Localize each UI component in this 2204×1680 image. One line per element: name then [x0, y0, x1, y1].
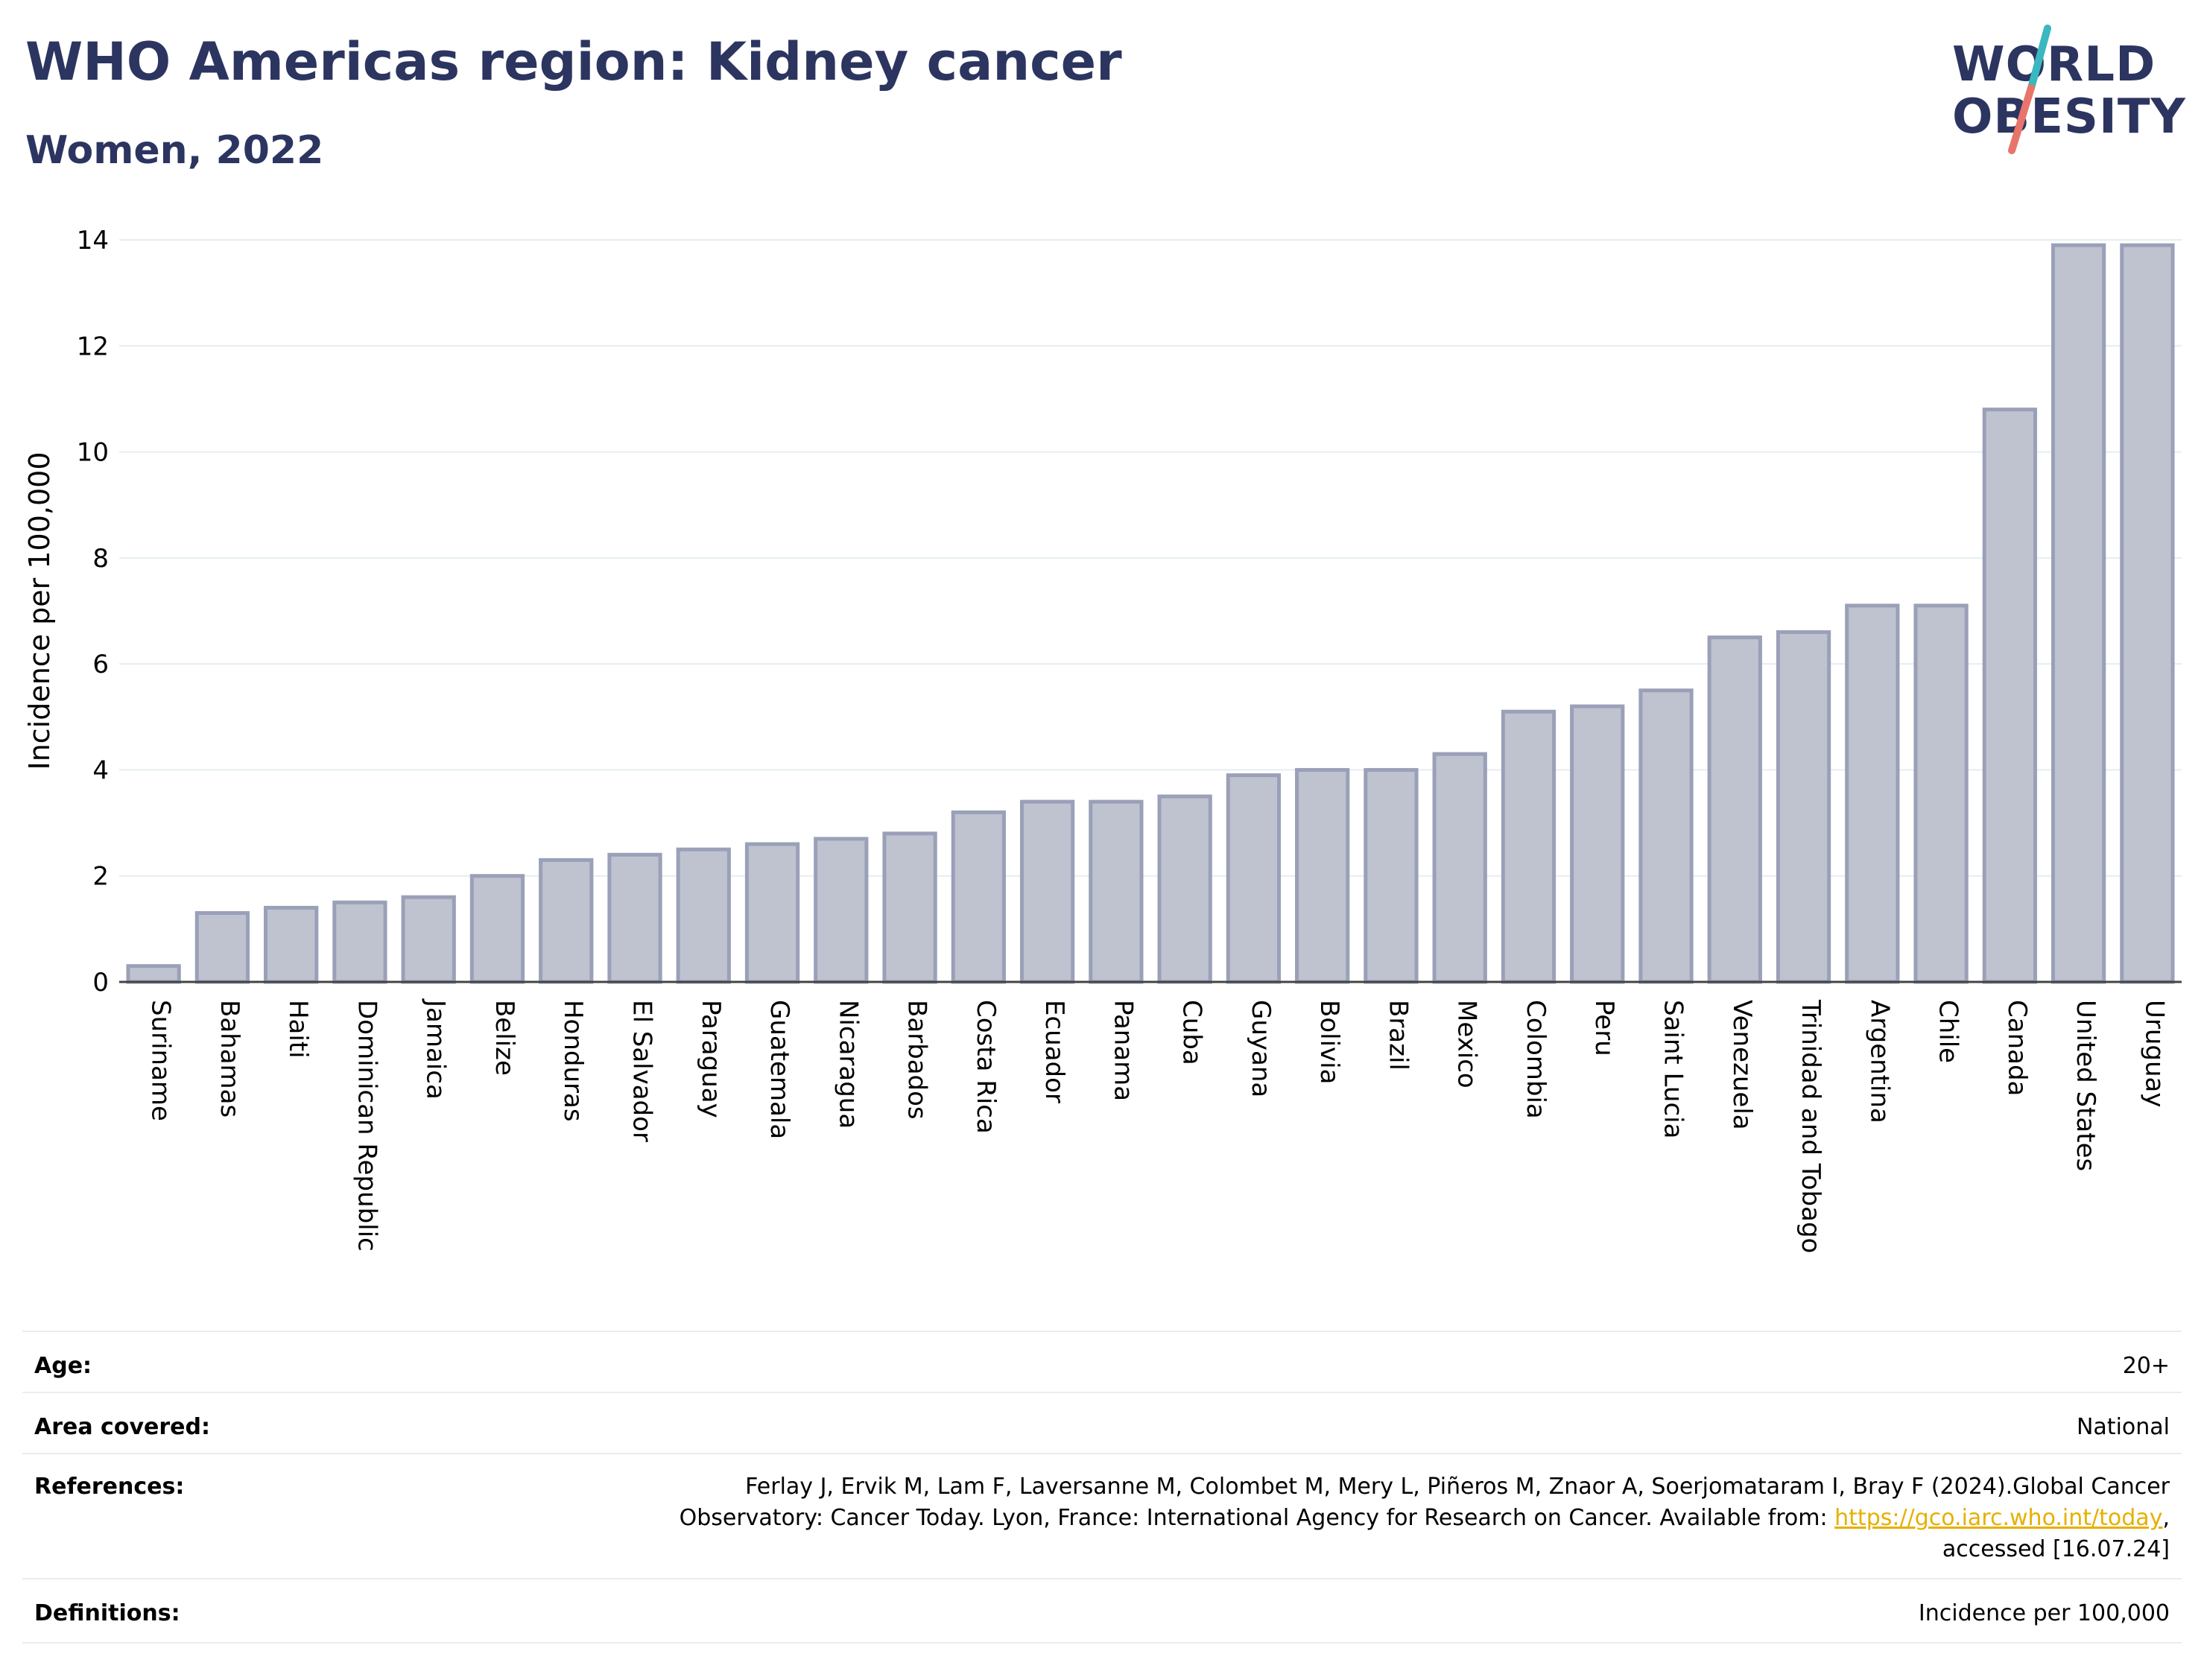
- gco-link[interactable]: https://gco.iarc.who.int/today: [1834, 1505, 2163, 1531]
- y-tick-label: 4: [92, 755, 109, 785]
- x-tick-label: Bahamas: [215, 1000, 244, 1118]
- x-tick-label: Trinidad and Tobago: [1796, 999, 1825, 1253]
- bars: [126, 243, 2175, 984]
- bar: [194, 911, 250, 984]
- meta-row-references: References: Ferlay J, Ervik M, Lam F, La…: [22, 1453, 2182, 1579]
- age-label: Age:: [34, 1353, 92, 1379]
- x-tick-label: Honduras: [558, 1000, 588, 1122]
- references-line-3: accessed [16.07.24]: [1942, 1536, 2170, 1562]
- bar: [1707, 635, 1762, 984]
- chart-title: WHO Americas region: Kidney cancer: [25, 31, 1122, 92]
- bar: [814, 837, 869, 984]
- bar: [1845, 603, 1900, 984]
- y-tick-label: 2: [92, 862, 109, 892]
- y-tick-label: 12: [77, 332, 109, 361]
- references-line-2-text: Observatory: Cancer Today. Lyon, France:…: [679, 1505, 1835, 1531]
- references-line-2-suffix: ,: [2162, 1505, 2170, 1531]
- bar: [1157, 794, 1212, 984]
- y-axis-label: Incidence per 100,000: [23, 451, 56, 770]
- grid-lines: [119, 239, 2182, 877]
- bar: [607, 852, 662, 984]
- x-tick-label: Bolivia: [1314, 1000, 1344, 1084]
- x-tick-label: Nicaragua: [833, 1000, 863, 1129]
- bar: [744, 842, 800, 984]
- x-tick-label: Dominican Republic: [352, 1000, 381, 1252]
- bar: [539, 858, 594, 984]
- definitions-label: Definitions:: [34, 1600, 180, 1626]
- x-tick-label: Cuba: [1177, 1000, 1207, 1065]
- y-tick-label: 14: [77, 226, 109, 256]
- x-tick-label: El Salvador: [627, 1000, 657, 1142]
- x-tick-label: Colombia: [1521, 1000, 1551, 1119]
- bar: [676, 847, 731, 984]
- meta-row-definitions: Definitions: Incidence per 100,000: [22, 1578, 2182, 1643]
- bar: [1432, 752, 1487, 984]
- y-tick-label: 10: [77, 438, 109, 468]
- world-obesity-logo: WORLD OBESITY: [1937, 22, 2191, 156]
- bar: [469, 874, 525, 984]
- references-line-1: Ferlay J, Ervik M, Lam F, Laversanne M, …: [745, 1474, 2170, 1500]
- logo-line-2: OBESITY: [1952, 89, 2186, 145]
- x-tick-labels: Suriname Bahamas Haiti Dominican Republic Ja…: [146, 998, 2170, 1253]
- area-value: National: [2076, 1414, 2170, 1440]
- chart-subtitle: Women, 2022: [25, 128, 324, 173]
- bar: [2051, 243, 2106, 984]
- logo-slash-icon: [2008, 25, 2051, 154]
- bar: [332, 900, 387, 984]
- x-tick-label: Guatemala: [764, 1000, 794, 1139]
- bar: [1019, 799, 1075, 984]
- bar: [1501, 709, 1557, 984]
- x-tick-label: Paraguay: [696, 1000, 726, 1118]
- bar: [401, 895, 456, 984]
- x-tick-label: Chile: [1934, 1000, 1963, 1063]
- x-tick-label: Canada: [2002, 1000, 2032, 1096]
- y-tick-label: 6: [92, 650, 109, 679]
- x-tick-label: United States: [2071, 1000, 2100, 1171]
- bar-chart: 0 2 4 6 8 10 12 14 Suriname Bahamas Haiti Dominica…: [23, 226, 2182, 1253]
- definitions-value: Incidence per 100,000: [1918, 1600, 2170, 1626]
- x-tick-label: Barbados: [902, 1000, 932, 1120]
- x-tick-label: Mexico: [1452, 1000, 1482, 1088]
- bar: [1638, 688, 1694, 984]
- bar: [882, 831, 937, 984]
- references-label: References:: [34, 1474, 185, 1500]
- x-tick-label: Argentina: [1864, 1000, 1894, 1123]
- bar: [1364, 767, 1419, 984]
- x-tick-label: Belize: [490, 1000, 519, 1076]
- x-tick-label: Guyana: [1246, 1000, 1276, 1097]
- y-tick-labels: 0 2 4 6 8 10 12 14: [77, 226, 109, 998]
- bar: [1913, 603, 1969, 984]
- bar: [2120, 243, 2175, 984]
- y-tick-label: 0: [92, 968, 109, 998]
- x-tick-label: Haiti: [283, 1000, 313, 1059]
- area-label: Area covered:: [34, 1414, 210, 1440]
- logo-line-1: WORLD: [1952, 37, 2156, 92]
- bar: [1226, 773, 1282, 984]
- x-tick-label: Uruguay: [2139, 1000, 2169, 1108]
- x-tick-label: Saint Lucia: [1659, 1000, 1688, 1138]
- meta-row-age: Age: 20+: [22, 1331, 2182, 1393]
- bar: [1089, 799, 1144, 984]
- x-tick-label: Ecuador: [1039, 1000, 1069, 1103]
- bar: [1982, 408, 2037, 984]
- y-tick-label: 8: [92, 544, 109, 574]
- bar: [1776, 630, 1831, 984]
- bar: [1570, 704, 1625, 984]
- x-tick-label: Costa Rica: [971, 1000, 1001, 1134]
- bar: [951, 810, 1006, 984]
- x-tick-label: Suriname: [146, 1000, 176, 1121]
- bar: [126, 964, 181, 984]
- age-value: 20+: [2122, 1353, 2170, 1379]
- bar: [264, 905, 319, 984]
- x-tick-label: Peru: [1589, 1000, 1619, 1056]
- x-tick-label: Venezuela: [1727, 1000, 1757, 1130]
- x-tick-label: Panama: [1108, 1000, 1138, 1101]
- meta-row-area: Area covered: National: [22, 1392, 2182, 1454]
- x-tick-label: Jamaica: [421, 998, 451, 1100]
- x-tick-label: Brazil: [1383, 1000, 1413, 1071]
- references-line-2: Observatory: Cancer Today. Lyon, France:…: [680, 1505, 2170, 1531]
- bar: [1295, 767, 1350, 984]
